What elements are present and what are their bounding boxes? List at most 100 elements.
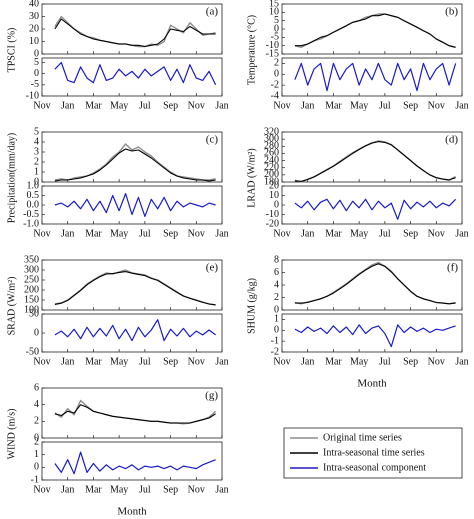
y-tick-label: 180 <box>264 176 279 187</box>
y-tick-label: 300 <box>264 133 279 144</box>
y-tick-label: 20 <box>29 23 39 34</box>
y-tick-label: 0 <box>274 23 279 34</box>
x-tick-label: May <box>350 228 368 239</box>
x-tick-label: Nov <box>428 228 445 239</box>
y-tick-label: 50 <box>29 308 39 319</box>
x-tick-label: Jan <box>61 100 74 111</box>
x-tick-label: Nov <box>188 356 205 367</box>
y-tick-label: 1 <box>34 449 39 460</box>
series-line <box>294 13 456 48</box>
series-line <box>54 319 216 342</box>
y-tick-label: 2 <box>34 436 39 447</box>
x-tick-label: Jan <box>215 356 228 367</box>
x-tick-label: Sep <box>403 356 418 367</box>
x-tick-label: Jan <box>301 228 314 239</box>
x-tick-label: Nov <box>33 484 50 495</box>
x-tick-label: Jul <box>379 228 391 239</box>
x-tick-label: Jan <box>215 100 228 111</box>
y-tick-label: -15 <box>266 48 279 59</box>
series-line <box>294 13 456 48</box>
y-tick-label: -50 <box>26 346 39 357</box>
y-axis-label: TPSCI (%) <box>6 28 17 73</box>
y-tick-label: -0.5 <box>23 209 39 220</box>
y-tick-label: -1 <box>271 335 279 346</box>
y-tick-label: 5 <box>34 57 39 68</box>
series-line <box>54 18 216 48</box>
x-tick-label: May <box>110 100 128 111</box>
legend-label: Intra-seasonal component <box>323 462 426 473</box>
y-tick-label: -5 <box>271 32 279 43</box>
panel-label: (b) <box>445 6 458 18</box>
y-tick-label: 15 <box>269 0 279 9</box>
x-tick-label: Nov <box>273 228 290 239</box>
y-tick-label: 6 <box>274 267 279 278</box>
y-tick-label: 0 <box>34 462 39 473</box>
y-tick-label: 320 <box>264 126 279 137</box>
series-line <box>54 451 216 475</box>
x-tick-label: Jan <box>215 484 228 495</box>
x-tick-label: May <box>350 356 368 367</box>
y-tick-label: 20 <box>269 180 279 191</box>
plot-frame <box>281 313 463 353</box>
series-line <box>294 263 456 305</box>
y-tick-label: 0 <box>274 199 279 210</box>
x-tick-label: Nov <box>188 228 205 239</box>
panel-label: (g) <box>205 390 218 402</box>
panel-label: (f) <box>447 262 458 274</box>
plot-frame <box>281 3 463 55</box>
x-axis-label: Month <box>357 378 387 390</box>
panel-label: (c) <box>206 134 219 146</box>
x-tick-label: Jan <box>455 100 468 111</box>
y-tick-label: 300 <box>24 264 39 275</box>
plot-frame <box>41 57 223 97</box>
y-tick-label: 8 <box>274 254 279 265</box>
series-line <box>54 61 217 86</box>
x-tick-label: Nov <box>33 356 50 367</box>
y-tick-label: 6 <box>34 382 39 393</box>
y-tick-label: 0 <box>274 325 279 336</box>
series-line <box>294 198 457 220</box>
y-tick-label: 150 <box>24 294 39 305</box>
y-tick-label: 1 <box>34 166 39 177</box>
plot-frame <box>41 259 223 311</box>
y-tick-label: 4 <box>34 136 39 147</box>
x-tick-label: Nov <box>33 228 50 239</box>
x-tick-label: Jan <box>215 228 228 239</box>
y-tick-label: -1.0 <box>23 218 39 229</box>
x-tick-label: Mar <box>85 356 102 367</box>
x-tick-label: May <box>110 484 128 495</box>
x-tick-label: Jul <box>379 356 391 367</box>
plot-frame <box>281 185 463 225</box>
x-tick-label: Jul <box>379 100 391 111</box>
y-axis-label: Precipitation(mm/day) <box>6 133 17 224</box>
x-tick-label: Jan <box>301 100 314 111</box>
x-tick-label: Jul <box>139 484 151 495</box>
x-tick-label: Jul <box>139 356 151 367</box>
x-tick-label: Mar <box>85 100 102 111</box>
series-line <box>54 404 216 424</box>
x-tick-label: Sep <box>163 228 178 239</box>
y-tick-label: 220 <box>264 162 279 173</box>
y-tick-label: 10 <box>269 190 279 201</box>
y-tick-label: 0.5 <box>27 190 40 201</box>
y-axis-label: SHUM (g/kg) <box>246 278 257 334</box>
y-tick-label: 5 <box>274 15 279 26</box>
y-tick-label: 30 <box>29 11 39 22</box>
y-tick-label: 0.0 <box>27 199 40 210</box>
y-tick-label: 1 <box>274 314 279 325</box>
x-tick-label: Jan <box>61 356 74 367</box>
series-line <box>54 15 216 48</box>
y-tick-label: -2 <box>271 346 279 357</box>
series-line <box>54 193 216 217</box>
x-tick-label: Mar <box>325 228 342 239</box>
x-tick-label: Sep <box>403 228 418 239</box>
y-tick-label: 1.0 <box>27 180 40 191</box>
x-tick-label: Sep <box>163 100 178 111</box>
legend-label: Original time series <box>323 432 402 443</box>
x-tick-label: May <box>110 228 128 239</box>
x-tick-label: May <box>350 100 368 111</box>
y-tick-label: 2 <box>34 156 39 167</box>
y-tick-label: -10 <box>26 90 39 101</box>
y-tick-label: 40 <box>29 0 39 9</box>
